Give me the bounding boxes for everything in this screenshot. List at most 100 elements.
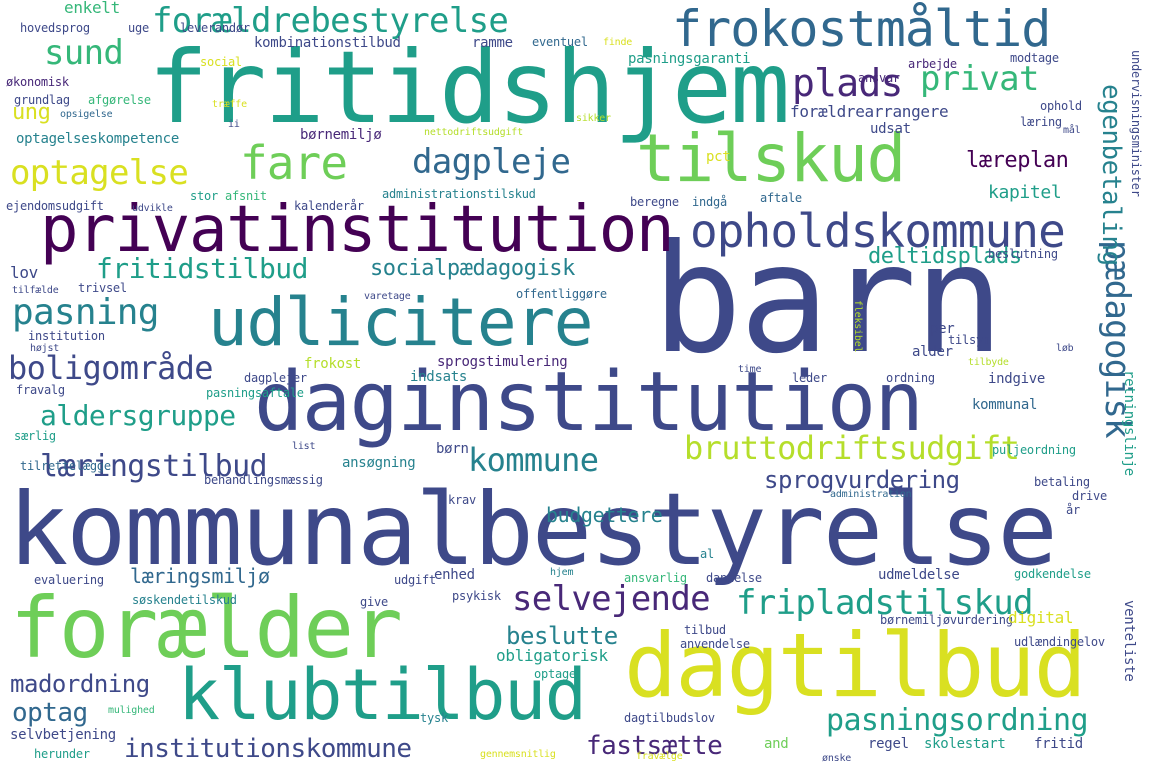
word: lov — [10, 263, 38, 282]
word: pct — [706, 149, 731, 165]
word: nettodriftsudgift — [424, 127, 523, 138]
word: kommunalbestyrelse — [8, 471, 1058, 588]
word: udsat — [870, 121, 911, 137]
word: ansvarlig — [624, 571, 687, 585]
word: krav — [448, 493, 476, 507]
word: retningslinje — [1121, 370, 1137, 476]
word: indgive — [988, 371, 1046, 387]
word: mål — [1063, 125, 1081, 136]
word: pasningsaftale — [206, 386, 304, 400]
word: børn — [436, 441, 469, 457]
word: undervisningsminister — [1129, 50, 1143, 197]
word: ejendomsudgift — [6, 199, 104, 213]
word: list — [292, 441, 316, 452]
word: optag — [12, 698, 88, 728]
word: frokostmåltid — [672, 0, 1051, 58]
word: pasningsordning — [826, 703, 1089, 738]
word: fritid — [1034, 736, 1083, 752]
word: særlig — [14, 429, 56, 443]
word: plads — [792, 61, 903, 105]
word: tilfælde — [12, 285, 59, 296]
word: selvbetjening — [10, 727, 116, 743]
word: udgift — [394, 573, 436, 587]
word: betaling — [1034, 475, 1090, 489]
word: tilskud — [636, 120, 906, 197]
word: budgettere — [546, 503, 663, 527]
word: ii — [228, 119, 240, 130]
word: forældrebestyrelse — [152, 1, 509, 41]
word: frokost — [304, 356, 362, 372]
word: sprogvurdering — [764, 466, 960, 494]
word: dagpleje — [412, 142, 571, 182]
word: daginstitution — [254, 355, 924, 450]
word: udvikle — [132, 203, 173, 214]
word: kalenderår — [294, 199, 364, 213]
word: fripladstilskud — [736, 583, 1034, 623]
word: grundlag — [14, 93, 70, 107]
word: and — [764, 736, 789, 752]
word: tilbyde — [968, 357, 1009, 368]
word: ansvar — [858, 71, 900, 85]
word: ung — [12, 100, 51, 125]
word: give — [360, 595, 388, 609]
word: enkelt — [64, 0, 120, 17]
word: indgå — [692, 195, 727, 209]
word: fravalg — [16, 383, 65, 397]
word: indsats — [410, 369, 468, 385]
word: læringstilbud — [40, 449, 268, 484]
word: puljeordning — [992, 443, 1076, 457]
word: varetage — [364, 291, 411, 302]
word: anvendelse — [680, 637, 750, 651]
word: forældrearrangere — [790, 102, 949, 121]
word: selvejende — [512, 579, 711, 619]
word: regel — [868, 736, 909, 752]
word: søskendetilskud — [132, 593, 237, 607]
word: kombinationstilbud — [254, 35, 401, 51]
word: opsigelse — [60, 109, 113, 120]
word: ramme — [472, 35, 513, 51]
word: økonomisk — [6, 75, 69, 89]
word: per — [930, 321, 955, 337]
word: aldersgruppe — [40, 399, 236, 432]
word: tilbud — [684, 623, 726, 637]
word: psykisk — [452, 589, 501, 603]
word: afgørelse — [88, 93, 151, 107]
word: kommunal — [972, 397, 1038, 413]
word: institutionskommune — [124, 734, 412, 764]
word: opholdskommune — [690, 204, 1066, 258]
word: dagtilbudslov — [624, 711, 715, 725]
word: kapitel — [988, 182, 1062, 203]
word: læringsmiljø — [130, 564, 270, 588]
word: boligområde — [8, 349, 214, 387]
word: udmeldelse — [878, 567, 960, 583]
word: offentliggøre — [516, 287, 607, 301]
word: mulighed — [108, 705, 155, 716]
word: skolestart — [924, 736, 1006, 752]
word: finde — [603, 37, 633, 48]
word: børnemiljøvurdering — [880, 613, 1013, 627]
word: løb — [1056, 343, 1074, 354]
word: læreplan — [966, 148, 1069, 173]
word: venteliste — [1121, 600, 1137, 682]
word: privat — [920, 59, 1039, 99]
word: tilrettelægge — [20, 459, 111, 473]
word: fravælge — [636, 751, 683, 762]
word: træffe — [212, 99, 247, 110]
word: dagplejer — [244, 371, 307, 385]
word: hovedsprog — [20, 21, 90, 35]
word: udlicitere — [208, 284, 593, 361]
word: administration — [830, 489, 912, 500]
word: egenbetaling — [1096, 84, 1126, 266]
word: administrationstilskud — [382, 187, 536, 201]
word: aftale — [760, 191, 802, 205]
word: udlændingelov — [1014, 635, 1105, 649]
word: ordning — [886, 371, 935, 385]
word: socialpædagogisk — [370, 256, 575, 281]
word: fare — [240, 136, 348, 190]
word: højst — [30, 343, 60, 354]
word: al — [700, 547, 714, 561]
word: dagtilbud — [624, 614, 1087, 717]
word: alder — [912, 344, 953, 360]
word: børnemiljø — [300, 127, 382, 143]
